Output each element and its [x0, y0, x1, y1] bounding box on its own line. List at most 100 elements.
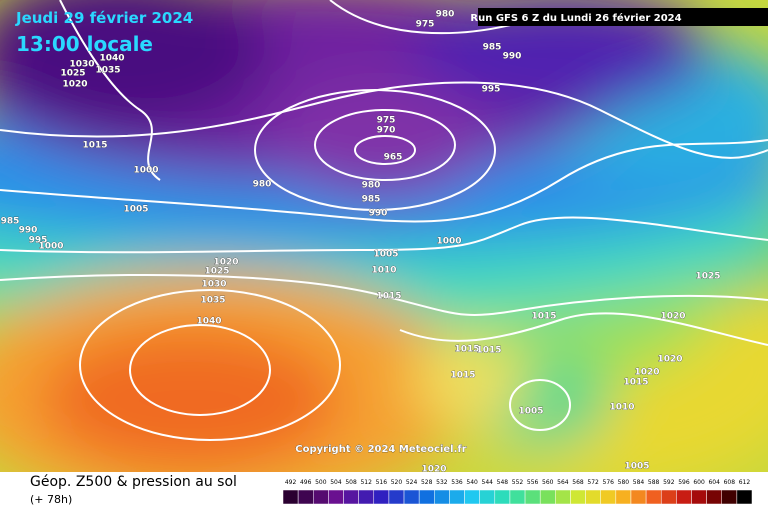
scale-label: 560	[542, 479, 554, 486]
run-banner	[478, 8, 768, 26]
scale-label: 520	[391, 479, 403, 486]
scale-label: 576	[603, 479, 615, 486]
isobar-label: 1010	[609, 403, 634, 413]
color-swatch	[660, 489, 677, 505]
scale-label: 512	[360, 479, 372, 486]
scale-label: 592	[663, 479, 675, 486]
scale-label: 600	[693, 479, 705, 486]
isobar-label: 1015	[531, 312, 556, 322]
isobar-labels: 9809759859909951040103010351025102097597…	[0, 9, 721, 475]
isobar-label: 1020	[421, 465, 446, 475]
color-swatch	[479, 489, 496, 505]
isobar-label: 1025	[695, 272, 720, 282]
isobar-label: 1020	[634, 368, 659, 378]
isobar-label: 1015	[82, 141, 107, 151]
isobar-label: 1005	[624, 462, 649, 472]
color-swatch	[464, 489, 480, 505]
isobar-label: 1035	[200, 296, 225, 306]
isobar-label: 975	[377, 116, 396, 126]
lead-time: (+ 78h)	[30, 493, 72, 506]
isobar-label: 1030	[201, 280, 226, 290]
scale-label: 564	[557, 479, 569, 486]
scale-label: 556	[527, 479, 539, 486]
isobar-label: 1000	[38, 242, 63, 252]
scale-label: 544	[482, 479, 494, 486]
color-swatch	[691, 489, 707, 505]
isobar-label: 985	[1, 217, 20, 227]
isobar-label: 1020	[213, 258, 238, 268]
isobar-label: 995	[482, 85, 501, 95]
color-swatch	[600, 489, 617, 505]
isobar-label: 980	[253, 180, 272, 190]
isobar-label: 1000	[133, 166, 158, 176]
isobar-label: 965	[384, 153, 403, 163]
isobar-label: 1030	[69, 60, 94, 70]
isobar-label: 1035	[95, 66, 120, 76]
scale-label: 568	[572, 479, 584, 486]
scale-label: 500	[315, 479, 327, 486]
scale-label: 528	[421, 479, 433, 486]
isobar-label: 1020	[657, 355, 682, 365]
isobars	[0, 0, 768, 441]
copyright: Copyright © 2024 Meteociel.fr	[295, 444, 466, 455]
color-swatch	[403, 489, 420, 505]
color-swatch	[721, 489, 738, 505]
color-swatch	[570, 489, 586, 505]
color-swatch	[706, 489, 722, 505]
scale-label: 540	[466, 479, 478, 486]
isobar-label: 980	[362, 181, 381, 191]
scale-label: 536	[451, 479, 463, 486]
color-swatch	[282, 489, 299, 505]
isobar-label: 1040	[196, 317, 221, 327]
legend-title: Géop. Z500 & pression au sol	[30, 474, 237, 490]
color-swatch	[524, 489, 541, 505]
isobar-label: 1015	[623, 378, 648, 388]
color-swatch	[343, 489, 359, 505]
scale-label: 612	[739, 479, 751, 486]
scale-label: 596	[678, 479, 690, 486]
isobar-label: 990	[503, 52, 522, 62]
color-swatch	[509, 489, 526, 505]
scale-label: 584	[633, 479, 645, 486]
scale-label: 548	[497, 479, 509, 486]
run-info: Run GFS 6 Z du Lundi 26 février 2024	[470, 12, 681, 24]
isobar-label: 1005	[123, 205, 148, 215]
isobar-label: 990	[369, 209, 388, 219]
color-swatch	[615, 489, 632, 505]
scale-label: 552	[512, 479, 524, 486]
scale-label: 516	[376, 479, 388, 486]
color-swatch	[585, 489, 601, 505]
scale-label: 604	[708, 479, 720, 486]
color-swatch	[676, 489, 692, 505]
scale-label: 588	[648, 479, 660, 486]
isobar-label: 985	[483, 43, 502, 53]
color-swatch	[418, 489, 435, 505]
color-swatch	[630, 489, 647, 505]
isobar-label: 1025	[60, 69, 85, 79]
color-swatch	[297, 489, 314, 505]
color-swatch	[539, 489, 556, 505]
color-swatch	[645, 489, 662, 505]
isobar-label: 1005	[518, 407, 543, 417]
isobar-label: 1000	[436, 237, 461, 247]
isobar-label: 1010	[371, 266, 396, 276]
isobar-label: 980	[436, 10, 455, 20]
color-swatch	[494, 489, 511, 505]
isobar-label: 1015	[454, 345, 479, 355]
isobar-label: 990	[19, 226, 38, 236]
color-swatch	[358, 489, 375, 505]
isobar-label: 1025	[204, 267, 229, 277]
isobar-label: 1005	[373, 250, 398, 260]
color-swatch	[449, 489, 465, 505]
scale-label: 508	[345, 479, 357, 486]
valid-time: 13:00 locale	[16, 32, 153, 56]
isobar-label: 970	[377, 126, 396, 136]
color-swatch	[328, 489, 344, 505]
isobar-label: 1015	[476, 346, 501, 356]
scale-label: 572	[587, 479, 599, 486]
color-swatch	[313, 489, 329, 505]
color-swatch	[555, 489, 571, 505]
color-swatch	[736, 489, 753, 505]
